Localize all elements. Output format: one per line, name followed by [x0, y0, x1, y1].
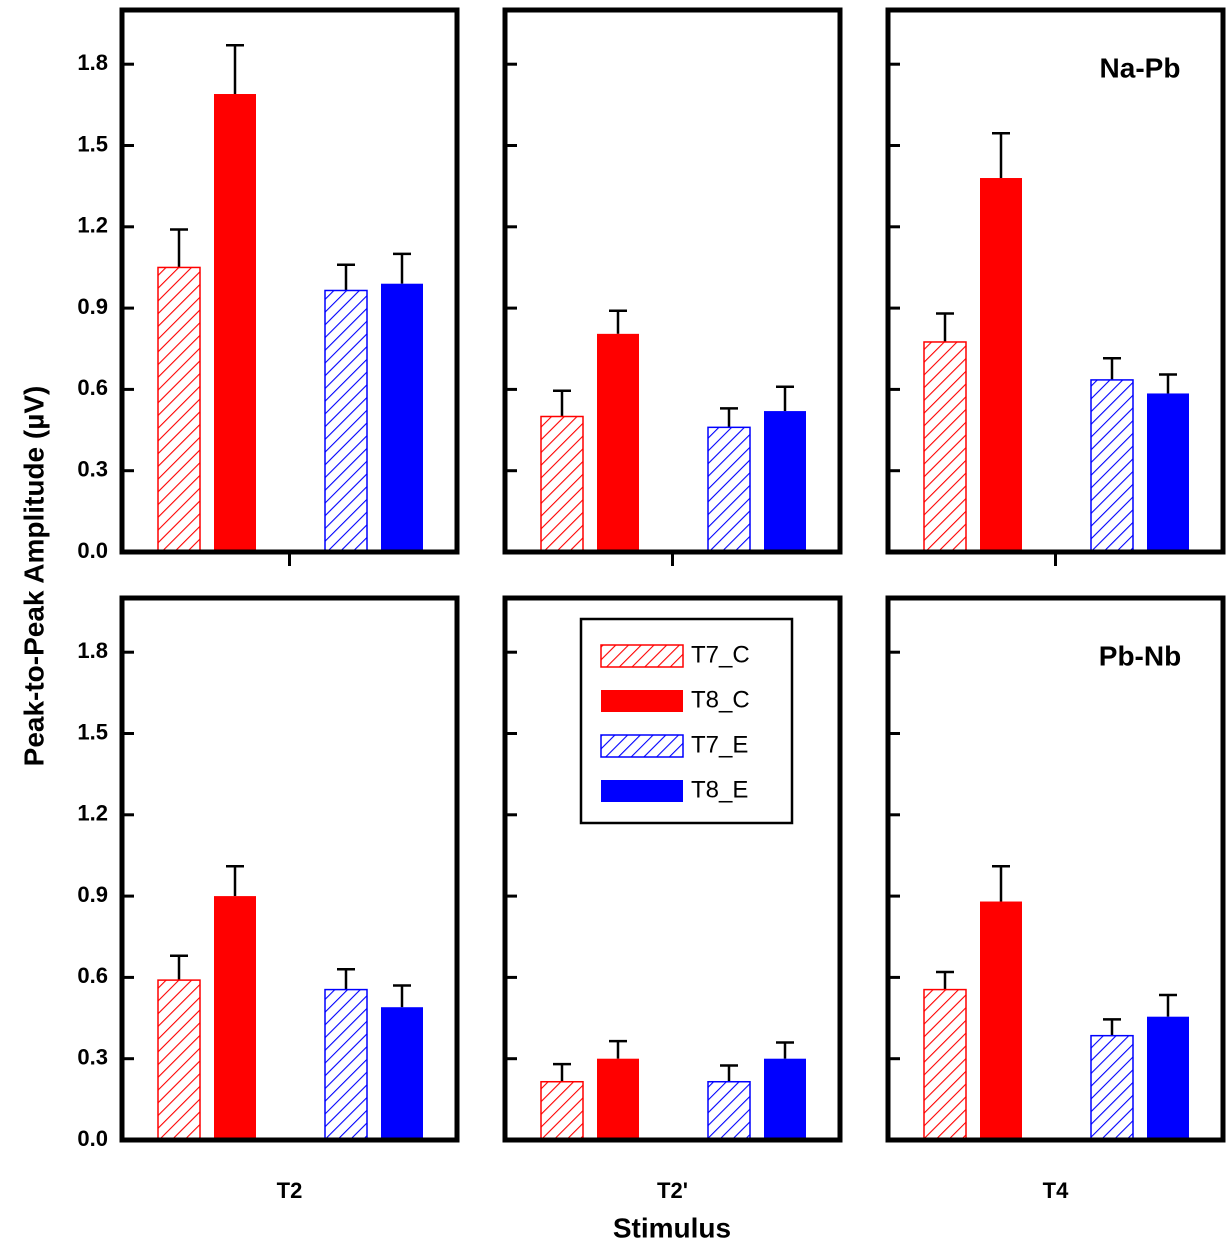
y-tick-label: 1.8 [77, 50, 108, 75]
bar [597, 1058, 639, 1140]
x-axis-label: Stimulus [613, 1212, 731, 1243]
y-tick-label: 0.6 [77, 375, 108, 400]
bar [980, 901, 1022, 1140]
bar [214, 896, 256, 1140]
x-tick-label: T2 [277, 1178, 303, 1203]
y-tick-label: 0.3 [77, 1045, 108, 1070]
y-tick-label: 0.6 [77, 963, 108, 988]
legend-label: T8_E [691, 776, 748, 803]
y-tick-label: 1.5 [77, 131, 108, 156]
bar [764, 1058, 806, 1140]
y-tick-label: 1.2 [77, 801, 108, 826]
y-tick-label: 0.0 [77, 538, 108, 563]
legend-swatch [601, 690, 683, 712]
y-tick-label: 1.2 [77, 213, 108, 238]
bar [214, 94, 256, 552]
bar [324, 289, 368, 553]
y-tick-label: 1.5 [77, 719, 108, 744]
legend-label: T7_E [691, 731, 748, 758]
bar [923, 341, 967, 553]
bar [1147, 393, 1189, 552]
bar [1090, 1034, 1134, 1141]
legend-label: T7_C [691, 641, 750, 668]
bar [764, 411, 806, 552]
legend-label: T8_C [691, 686, 750, 713]
bar [1090, 379, 1134, 553]
panel-label: Na-Pb [1100, 52, 1181, 83]
legend-swatch [600, 734, 684, 758]
y-tick-label: 1.8 [77, 638, 108, 663]
panel-frame [502, 595, 843, 1143]
panel-frame [502, 7, 843, 555]
bar [381, 283, 423, 552]
legend-swatch [600, 644, 684, 668]
panel-frame [119, 7, 460, 555]
bar [1147, 1016, 1189, 1140]
legend-swatch [601, 780, 683, 802]
bar [324, 988, 368, 1141]
bar [157, 979, 201, 1141]
panel-frame [119, 595, 460, 1143]
bar [707, 426, 751, 553]
bar [381, 1007, 423, 1140]
y-tick-label: 0.3 [77, 457, 108, 482]
bar [980, 178, 1022, 552]
panel-label: Pb-Nb [1099, 640, 1181, 671]
bar [707, 1080, 751, 1141]
panel-frame [885, 595, 1226, 1143]
y-tick-label: 0.9 [77, 882, 108, 907]
bar [540, 1080, 584, 1141]
bar [923, 988, 967, 1141]
y-tick-label: 0.0 [77, 1126, 108, 1151]
x-tick-label: T4 [1043, 1178, 1069, 1203]
bar [157, 266, 201, 553]
x-tick-label: T2' [657, 1178, 688, 1203]
y-tick-label: 0.9 [77, 294, 108, 319]
bar [540, 415, 584, 553]
panel-frame [885, 7, 1226, 555]
bar [597, 333, 639, 552]
y-axis-label: Peak-to-Peak Amplitude (µV) [18, 386, 49, 767]
